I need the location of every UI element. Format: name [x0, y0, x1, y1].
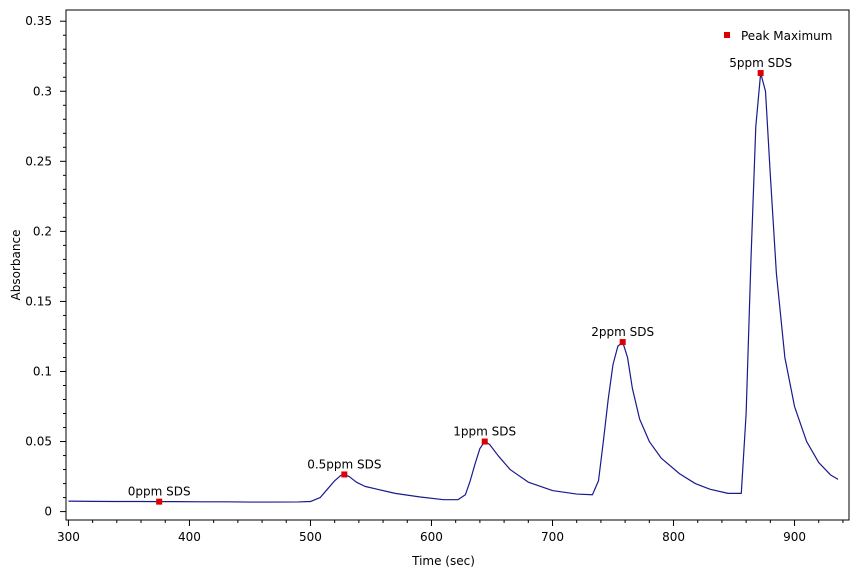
- y-tick-label: 0.35: [25, 14, 52, 28]
- peak-label: 0.5ppm SDS: [307, 457, 381, 471]
- absorbance-line: [68, 72, 839, 503]
- x-tick-label: 600: [420, 530, 443, 544]
- y-tick-label: 0.25: [25, 154, 52, 168]
- peak-marker: [619, 339, 626, 346]
- y-axis-title: Absorbance: [9, 230, 23, 301]
- peak-label: 2ppm SDS: [591, 325, 654, 339]
- x-tick-label: 300: [57, 530, 80, 544]
- x-axis-title: Time (sec): [411, 554, 475, 568]
- y-axis: 0 0.05 0.1 0.15 0.2 0.25 0.3 0.35: [25, 14, 66, 519]
- x-tick-label: 400: [178, 530, 201, 544]
- peaks-layer: 0ppm SDS 0.5ppm SDS 1ppm SDS 2ppm SDS 5ppm S…: [128, 56, 792, 505]
- x-tick-label: 700: [541, 530, 564, 544]
- peak-label: 1ppm SDS: [453, 425, 516, 439]
- y-tick-label: 0.1: [33, 364, 52, 378]
- legend: Peak Maximum: [724, 29, 832, 43]
- peak-marker: [757, 70, 764, 77]
- plot-border: [65, 9, 850, 521]
- plot-frame: [65, 9, 850, 521]
- y-tick-label: 0: [44, 505, 52, 519]
- legend-label: Peak Maximum: [741, 29, 832, 43]
- legend-marker-square: [724, 32, 730, 38]
- x-tick-label: 900: [783, 530, 806, 544]
- x-axis: 300 400 500 600 700 800 900: [57, 520, 844, 544]
- y-tick-label: 0.15: [25, 294, 52, 308]
- y-tick-label: 0.2: [33, 224, 52, 238]
- peak-marker: [481, 438, 488, 445]
- series-layer: [68, 72, 839, 503]
- peak-marker: [341, 471, 348, 478]
- y-tick-label: 0.05: [25, 435, 52, 449]
- peak-label: 5ppm SDS: [729, 56, 792, 70]
- x-tick-label: 800: [662, 530, 685, 544]
- peak-label: 0ppm SDS: [128, 485, 191, 499]
- peak-marker: [156, 498, 163, 505]
- x-tick-label: 500: [299, 530, 322, 544]
- y-tick-label: 0.3: [33, 84, 52, 98]
